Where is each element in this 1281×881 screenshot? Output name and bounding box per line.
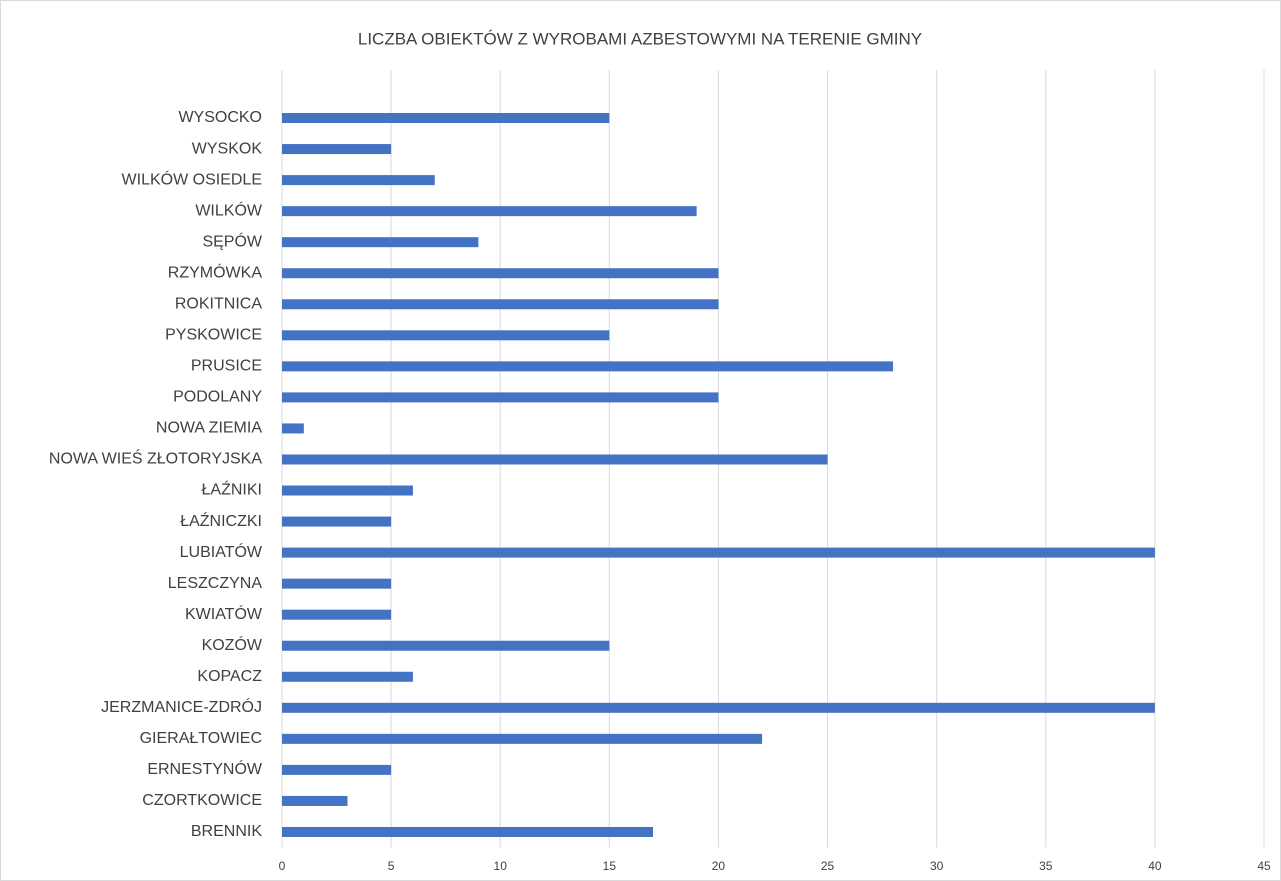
bar (282, 299, 719, 310)
bar (282, 268, 719, 279)
y-tick-label: LUBIATÓW (180, 542, 263, 561)
bar (282, 144, 392, 155)
y-tick-label: ERNESTYNÓW (147, 759, 263, 778)
y-tick-label: ŁAŹNIKI (202, 480, 262, 499)
y-tick-label: KOPACZ (197, 668, 262, 685)
y-tick-label: RZYMÓWKA (168, 262, 263, 281)
bar (282, 640, 610, 651)
y-tick-label: GIERAŁTOWIEC (140, 730, 262, 747)
bar (282, 361, 894, 372)
bar (282, 175, 435, 186)
x-tick-label: 5 (388, 859, 395, 873)
y-tick-label: WILKÓW (195, 200, 263, 219)
x-tick-label: 45 (1257, 859, 1271, 873)
y-tick-label: WYSOCKO (178, 109, 262, 126)
y-tick-label: PRUSICE (191, 358, 262, 375)
bar (282, 113, 610, 124)
y-tick-label: PYSKOWICE (165, 327, 262, 344)
bar (282, 547, 1155, 558)
bar (282, 237, 479, 248)
x-tick-label: 35 (1039, 859, 1053, 873)
bar (282, 206, 697, 217)
y-tick-label: WILKÓW OSIEDLE (122, 169, 262, 188)
y-tick-label: KWIATÓW (185, 604, 263, 623)
chart-title: LICZBA OBIEKTÓW Z WYROBAMI AZBESTOWYMI N… (358, 29, 922, 48)
x-tick-label: 15 (603, 859, 617, 873)
x-tick-label: 30 (930, 859, 944, 873)
y-tick-label: ROKITNICA (175, 295, 262, 312)
bar (282, 578, 392, 589)
bar (282, 826, 653, 837)
bar (282, 609, 392, 620)
y-tick-label: KOZÓW (202, 635, 263, 654)
bar (282, 516, 392, 527)
y-tick-label: ŁAŹNICZKI (180, 511, 262, 530)
bar (282, 330, 610, 341)
y-tick-label: PODOLANY (173, 389, 262, 406)
bar (282, 671, 413, 682)
x-tick-label: 40 (1148, 859, 1162, 873)
bar (282, 423, 304, 434)
y-tick-label: NOWA WIEŚ ZŁOTORYJSKA (49, 449, 262, 468)
y-tick-label: NOWA ZIEMIA (156, 420, 262, 437)
bar (282, 702, 1155, 713)
x-tick-label: 10 (494, 859, 508, 873)
y-tick-label: BRENNIK (191, 823, 262, 840)
bar (282, 733, 763, 744)
x-tick-label: 25 (821, 859, 835, 873)
y-tick-label: SĘPÓW (202, 231, 262, 250)
bar (282, 485, 413, 496)
bar (282, 392, 719, 403)
y-tick-label: LESZCZYNA (168, 575, 263, 592)
y-tick-label: CZORTKOWICE (142, 792, 262, 809)
x-tick-label: 0 (279, 859, 286, 873)
bar (282, 764, 392, 775)
y-tick-label: JERZMANICE-ZDRÓJ (101, 697, 262, 716)
bar (282, 454, 828, 465)
y-tick-label: WYSKOK (192, 140, 263, 157)
bar (282, 795, 348, 806)
x-tick-label: 20 (712, 859, 726, 873)
